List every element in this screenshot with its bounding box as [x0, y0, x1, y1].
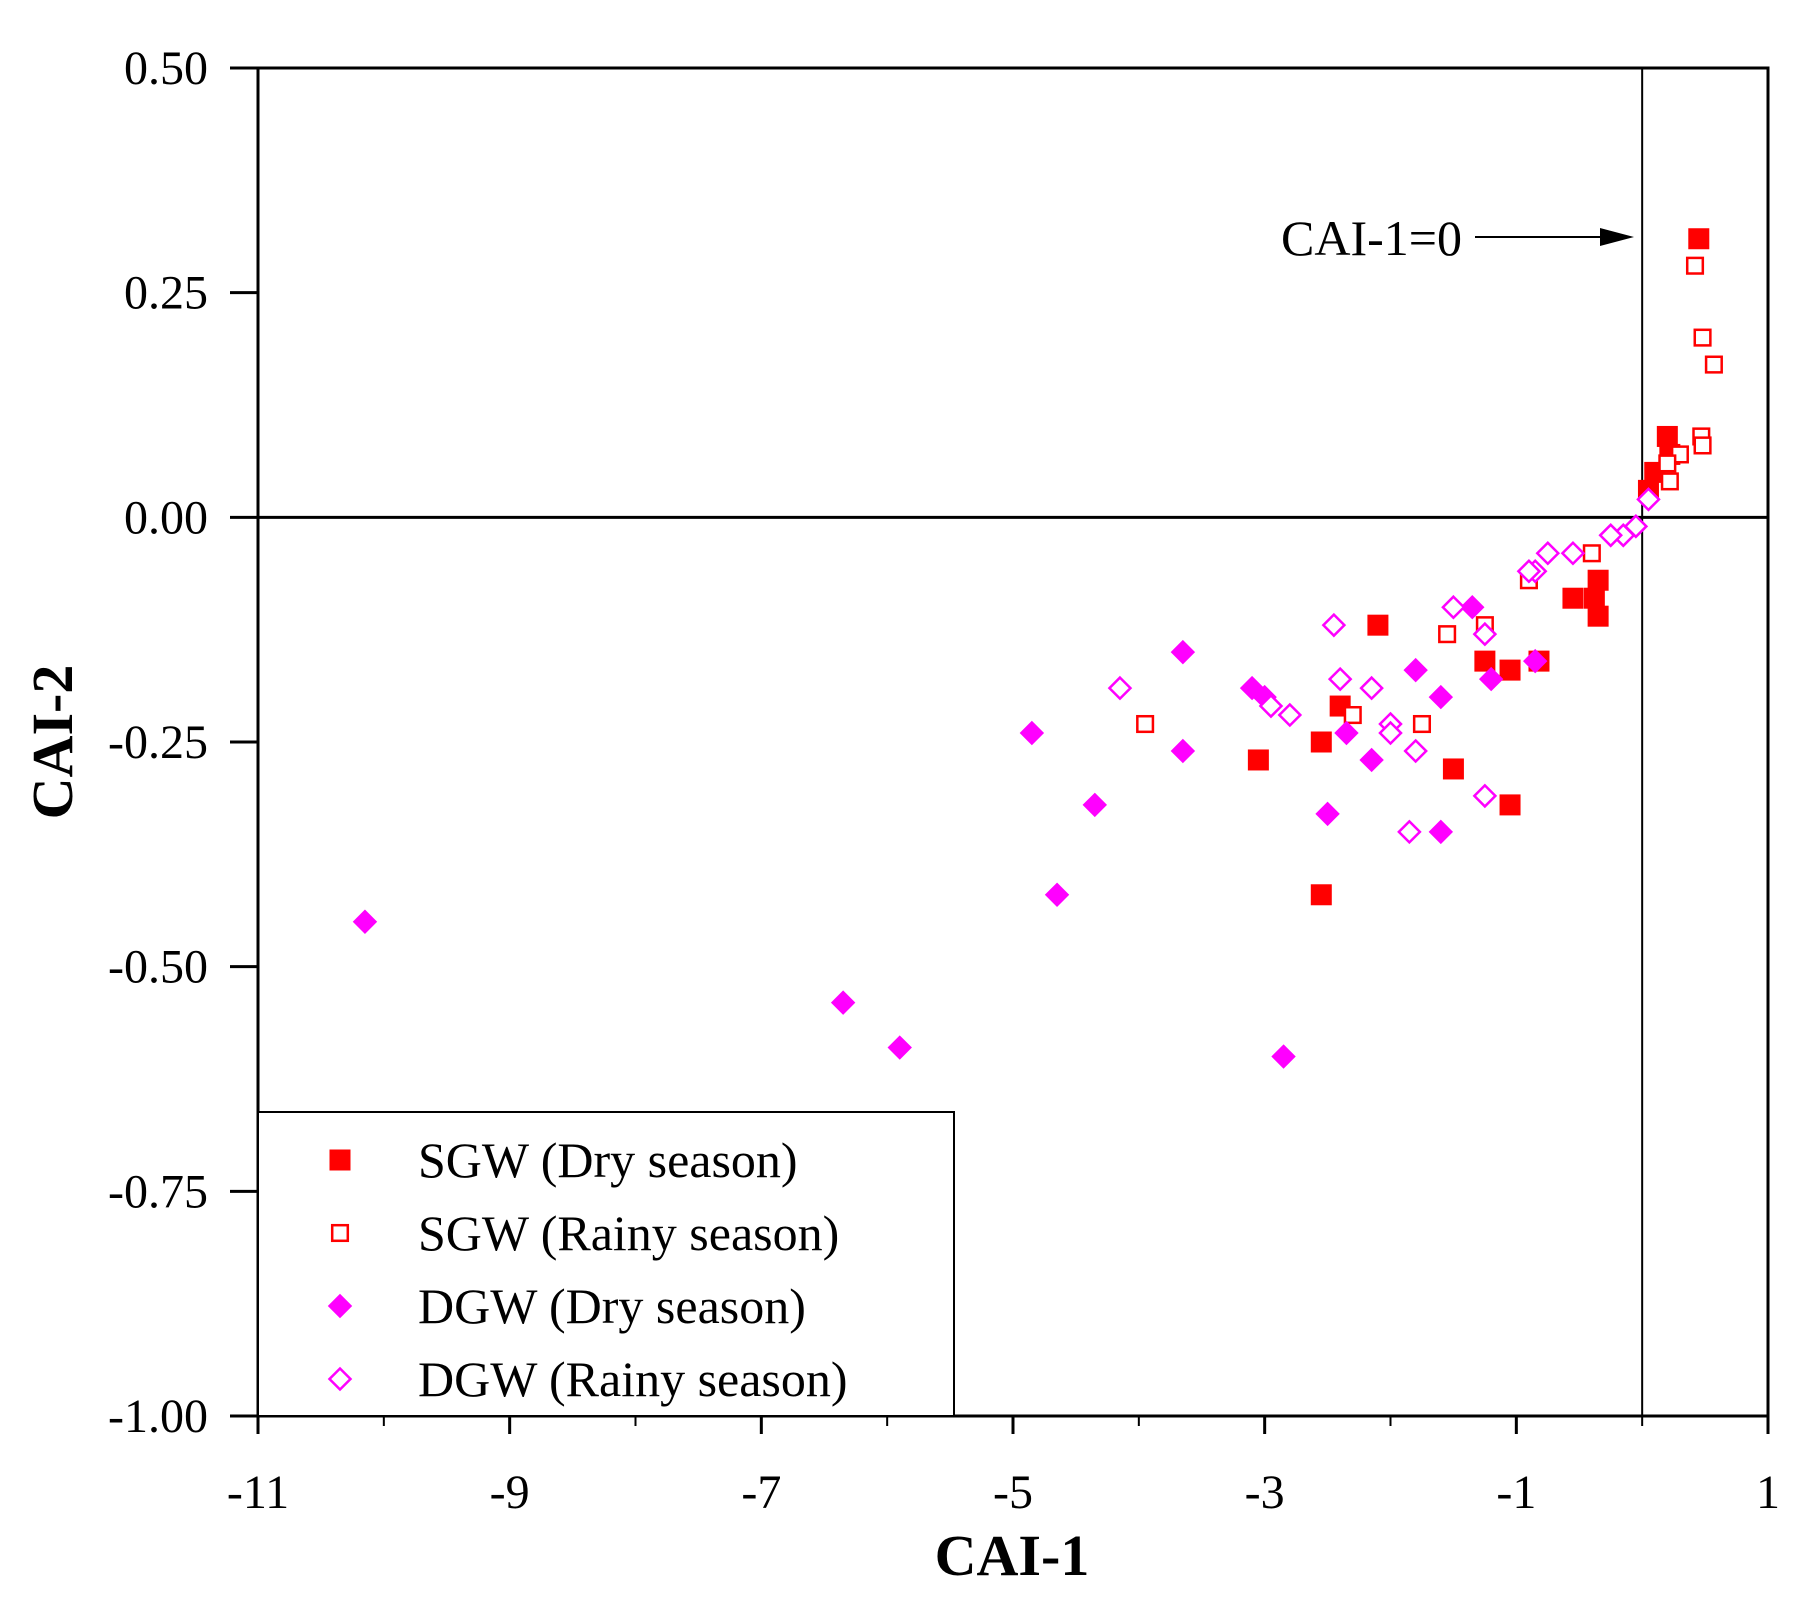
data-point: [1438, 625, 1457, 644]
data-point: [1704, 355, 1723, 374]
data-point: [1367, 614, 1389, 636]
data-point: [830, 990, 856, 1015]
data-point: [1082, 792, 1107, 818]
data-point: [1170, 738, 1196, 764]
data-point: [352, 909, 378, 934]
data-point: [1693, 436, 1712, 455]
y-axis: 0.50 0.25 0.00 -0.25 -0.50 -0.75 -1.00: [108, 42, 258, 1443]
x-axis: -11 -9 -7 -5 -3 -1 1: [227, 1416, 1780, 1519]
y-tick-label: -0.75: [108, 1165, 208, 1218]
data-point: [1428, 684, 1454, 710]
data-point: [1441, 594, 1466, 620]
y-tick-label: 0.25: [124, 267, 208, 320]
y-axis-title: CAI-2: [20, 665, 85, 820]
data-point: [1587, 569, 1609, 591]
data-point: [1378, 720, 1403, 746]
y-tick-label: -0.50: [108, 941, 208, 994]
data-point: [1403, 738, 1428, 764]
data-point: [1598, 523, 1623, 548]
legend-marker: [329, 1149, 351, 1171]
x-tick-label: -9: [490, 1466, 530, 1519]
data-point: [1499, 794, 1521, 816]
data-point: [887, 1035, 912, 1060]
data-point: [1688, 228, 1710, 250]
data-point: [1310, 884, 1332, 906]
series-1: [1136, 256, 1723, 734]
data-point: [1478, 666, 1504, 692]
legend-label: DGW (Rainy season): [418, 1351, 848, 1407]
data-point: [1442, 758, 1464, 780]
legend-marker: [330, 1223, 350, 1243]
data-point: [1658, 454, 1677, 473]
data-point: [1044, 882, 1070, 907]
data-point: [1321, 612, 1347, 638]
data-points: [352, 228, 1723, 1069]
data-point: [1277, 702, 1303, 728]
data-point: [1516, 558, 1542, 584]
data-point: [1403, 657, 1428, 683]
data-point: [1359, 675, 1384, 701]
data-point: [1499, 659, 1521, 681]
series-3: [1107, 487, 1661, 845]
series-2: [352, 594, 1548, 1069]
y-tick-label: -0.25: [108, 716, 208, 769]
x-tick-label: 1: [1756, 1466, 1780, 1519]
data-point: [1327, 666, 1353, 692]
legend-marker: [327, 1293, 353, 1319]
data-point: [1523, 648, 1548, 674]
data-point: [1582, 544, 1601, 563]
data-point: [1359, 747, 1384, 773]
annotation-arrow-head: [1600, 228, 1634, 246]
data-point: [1412, 714, 1432, 734]
data-point: [1685, 256, 1705, 275]
data-point: [1693, 328, 1712, 347]
data-point: [1472, 783, 1498, 809]
data-point: [1258, 693, 1284, 719]
data-point: [1315, 801, 1340, 827]
data-point: [1334, 720, 1359, 746]
annotation-label: CAI-1=0: [1281, 210, 1462, 266]
data-point: [1656, 425, 1678, 447]
data-point: [1247, 749, 1269, 771]
data-point: [1636, 487, 1661, 512]
y-tick-label: 0.50: [124, 42, 208, 95]
data-point: [1474, 650, 1496, 672]
legend: SGW (Dry season) SGW (Rainy season) DGW (D…: [257, 1111, 955, 1417]
x-axis-title: CAI-1: [935, 1523, 1090, 1588]
data-point: [1170, 639, 1196, 665]
data-point: [1460, 594, 1485, 620]
x-tick-label: -7: [741, 1466, 781, 1519]
data-point: [1583, 587, 1605, 609]
data-point: [1472, 621, 1498, 647]
legend-label: SGW (Dry season): [418, 1132, 798, 1188]
data-point: [1271, 1044, 1296, 1069]
data-point: [1310, 731, 1332, 753]
annotation: CAI-1=0: [1281, 210, 1634, 266]
data-point: [1587, 605, 1609, 627]
data-point: [1136, 714, 1155, 734]
series-0: [1247, 228, 1710, 906]
legend-label: DGW (Dry season): [418, 1278, 806, 1334]
x-tick-label: -11: [227, 1466, 289, 1519]
legend-marker: [327, 1366, 353, 1392]
y-tick-label: -1.00: [108, 1390, 208, 1443]
data-point: [1560, 541, 1586, 566]
data-point: [1107, 675, 1133, 701]
x-tick-label: -3: [1245, 1466, 1285, 1519]
x-tick-label: -5: [993, 1466, 1033, 1519]
reference-lines: [258, 68, 1768, 1416]
legend-label: SGW (Rainy season): [418, 1205, 839, 1261]
y-tick-label: 0.00: [124, 491, 208, 544]
data-point: [1562, 587, 1584, 609]
data-point: [1343, 705, 1362, 725]
legend-box: [257, 1111, 955, 1417]
data-point: [1019, 720, 1045, 746]
data-point: [1660, 472, 1679, 491]
data-point: [1397, 819, 1422, 845]
data-point: [1535, 541, 1561, 566]
x-tick-label: -1: [1496, 1466, 1536, 1519]
data-point: [1428, 819, 1454, 845]
